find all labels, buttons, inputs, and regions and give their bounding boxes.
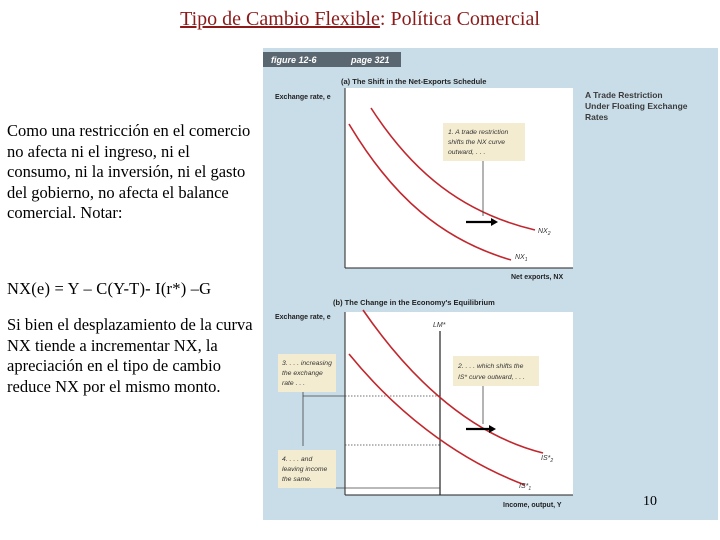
panel-b-plot-area xyxy=(345,312,573,495)
nx1-curve xyxy=(348,123,512,261)
panel-a-ylabel: Exchange rate, e xyxy=(275,94,331,101)
nx2-label: NX2 xyxy=(538,228,551,237)
note-1-box xyxy=(443,123,525,161)
note-1-line-3: outward, . . . xyxy=(448,149,486,156)
note-3-box xyxy=(278,354,336,392)
side-title-line-2: Under Floating Exchange xyxy=(585,101,688,111)
slide-title: Tipo de Cambio Flexible: Política Comerc… xyxy=(0,8,720,31)
page-label: page 321 xyxy=(350,55,390,65)
side-title-line-1: A Trade Restriction xyxy=(585,90,663,100)
figure-label-bar xyxy=(263,52,401,67)
is2-curve xyxy=(362,309,544,454)
note-3-line-3: rate . . . xyxy=(282,380,305,387)
note-4-line-1: 4. . . . and xyxy=(282,456,312,463)
panel-a-heading: (a) The Shift in the Net-Exports Schedul… xyxy=(341,77,486,86)
note-1: 1. A trade restriction shifts the NX cur… xyxy=(448,129,510,156)
panel-b-xlabel: Income, output, Y xyxy=(503,502,562,509)
title-underlined: Tipo de Cambio Flexible xyxy=(180,8,380,30)
paragraph-conclusion: Si bien el desplazamiento de la curva NX… xyxy=(7,315,253,396)
note-4: 4. . . . and leaving income the same. xyxy=(282,456,329,483)
equation: NX(e) = Y – C(Y-T)- I(r*) –G xyxy=(7,279,212,298)
slide-number: 10 xyxy=(643,494,657,509)
note-1-line-1: 1. A trade restriction xyxy=(448,129,509,136)
shift-arrow-b-head xyxy=(489,425,496,433)
lm-star-label: LM* xyxy=(433,322,446,329)
note-4-line-3: the same. xyxy=(282,476,312,483)
note-3-pointer xyxy=(302,392,345,397)
note-2: 2. . . . which shifts the IS* curve outw… xyxy=(457,363,525,381)
side-title: A Trade Restriction Under Floating Excha… xyxy=(585,90,690,122)
panel-b-ylabel: Exchange rate, e xyxy=(275,314,331,321)
paragraph-intro: Como una restricción en el comercio no a… xyxy=(7,121,251,223)
note-1-line-2: shifts the NX curve xyxy=(448,139,505,146)
note-4-line-2: leaving income xyxy=(282,466,328,473)
figure-canvas: figure 12-6 page 321 A Trade Restriction… xyxy=(263,52,690,509)
side-title-line-3: Rates xyxy=(585,112,608,122)
note-3-line-2: the exchange xyxy=(282,370,323,377)
textbook-figure: figure 12-6 page 321 A Trade Restriction… xyxy=(263,48,718,520)
nx1-label: NX1 xyxy=(515,254,528,263)
note-4-box xyxy=(278,450,336,488)
figure-label: figure 12-6 xyxy=(271,55,318,65)
title-rest: : Política Comercial xyxy=(379,8,540,30)
note-2-line-1: 2. . . . which shifts the xyxy=(457,363,524,370)
note-2-box xyxy=(453,356,539,386)
nx2-curve xyxy=(370,107,536,231)
note-3: 3. . . . increasing the exchange rate . … xyxy=(282,360,334,387)
panel-b-heading: (b) The Change in the Economy's Equilibr… xyxy=(333,298,495,307)
panel-a-xlabel: Net exports, NX xyxy=(511,274,563,281)
is1-curve xyxy=(348,353,526,486)
is2-label: IS*2 xyxy=(541,455,553,464)
note-3-line-1: 3. . . . increasing xyxy=(282,360,332,367)
panel-a-plot-area xyxy=(345,88,573,268)
note-2-line-2: IS* curve outward, . . . xyxy=(458,374,525,381)
shift-arrow-a-head xyxy=(491,218,498,226)
is1-label: IS*1 xyxy=(519,483,531,492)
